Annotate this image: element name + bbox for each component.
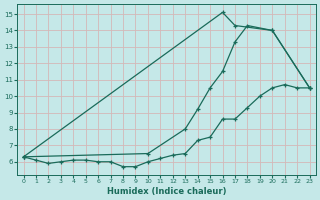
X-axis label: Humidex (Indice chaleur): Humidex (Indice chaleur) [107, 187, 226, 196]
